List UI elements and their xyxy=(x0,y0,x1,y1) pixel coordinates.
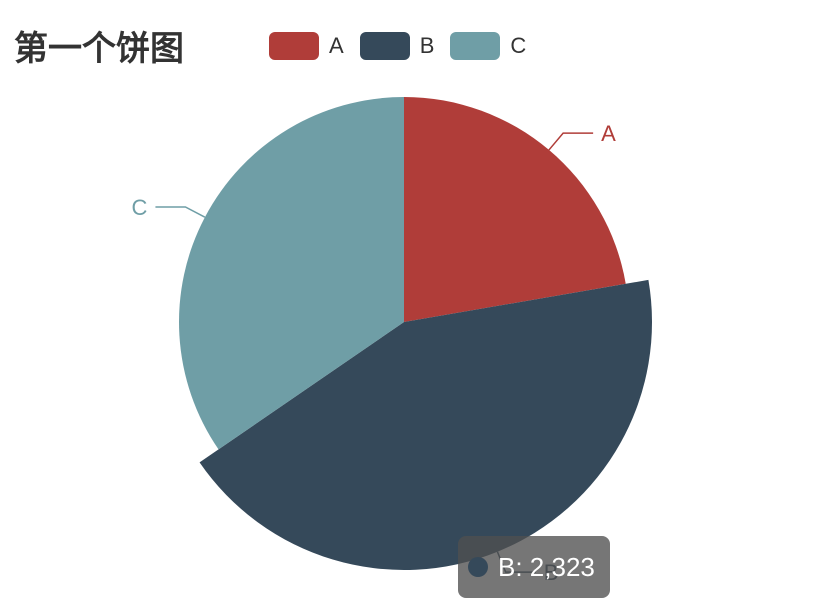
legend-swatch-a xyxy=(269,32,319,60)
legend-swatch-b xyxy=(359,32,410,60)
legend-label-b: B xyxy=(419,33,435,58)
chart-title: 第一个饼图 xyxy=(14,29,184,69)
pie-slice-c[interactable] xyxy=(179,97,404,450)
pie-label-c: C xyxy=(132,195,148,220)
legend-item-a[interactable]: A xyxy=(269,32,344,60)
pie-label-line-a xyxy=(548,132,594,151)
legend-item-c[interactable]: C xyxy=(450,32,526,60)
legend-swatch-c xyxy=(450,32,501,60)
pie-slice-a[interactable] xyxy=(404,97,626,322)
tooltip-separator: : xyxy=(515,551,530,582)
tooltip-value: 2,323 xyxy=(529,551,595,582)
legend-label-a: A xyxy=(329,33,344,58)
tooltip-dot xyxy=(468,557,488,577)
pie-label-line-c xyxy=(155,206,206,218)
legend-item-b[interactable]: B xyxy=(359,32,435,60)
pie-label-a: A xyxy=(601,121,616,146)
tooltip: B: 2,323 xyxy=(458,536,610,598)
pie-slices xyxy=(179,97,652,570)
tooltip-name: B xyxy=(498,551,516,582)
legend-label-c: C xyxy=(510,33,527,58)
legend: A B C xyxy=(269,31,542,61)
pie-slice-b[interactable] xyxy=(199,279,652,570)
